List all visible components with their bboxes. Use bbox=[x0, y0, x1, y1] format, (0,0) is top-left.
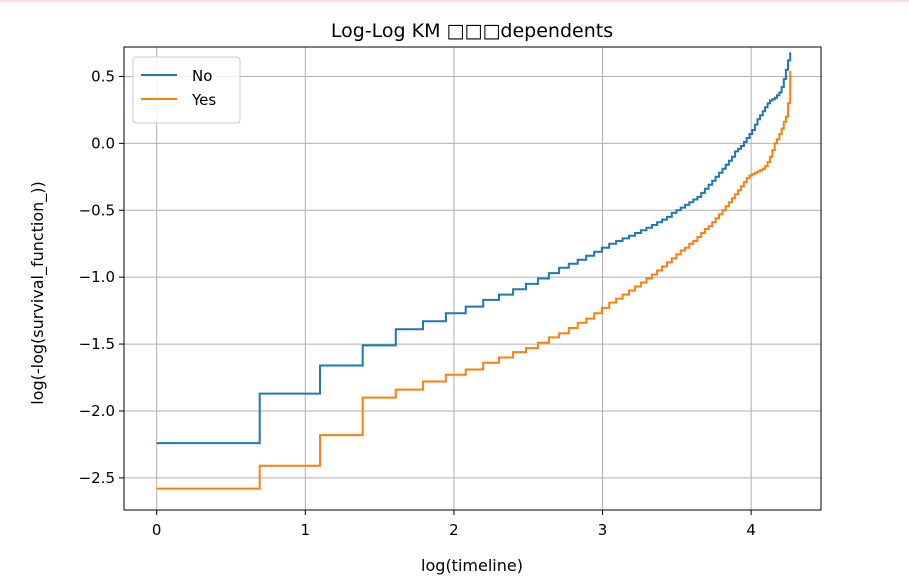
chart-title: Log-Log KM □□□dependents bbox=[331, 20, 613, 42]
grid-lines bbox=[124, 47, 821, 510]
x-tick-label: 3 bbox=[598, 521, 608, 539]
x-axis-label: log(timeline) bbox=[421, 556, 523, 575]
legend: No Yes bbox=[132, 56, 241, 124]
x-axis-ticks: 0 1 2 3 4 bbox=[152, 510, 756, 539]
y-tick-label: −0.5 bbox=[79, 201, 115, 219]
y-tick-label: 0.0 bbox=[91, 134, 115, 152]
axes-frame bbox=[123, 46, 822, 511]
y-axis-label: log(-log(survival_function_)) bbox=[28, 181, 48, 405]
y-tick-label: −2.0 bbox=[79, 402, 115, 420]
legend-label-no: No bbox=[192, 67, 212, 85]
x-tick-label: 1 bbox=[301, 521, 311, 539]
series-lines bbox=[156, 52, 792, 490]
legend-label-yes: Yes bbox=[191, 91, 216, 109]
y-tick-label: −1.5 bbox=[79, 335, 115, 353]
legend-box bbox=[132, 56, 241, 124]
x-tick-label: 0 bbox=[152, 521, 162, 539]
series-line-no bbox=[156, 52, 792, 445]
y-axis-ticks: −2.5 −2.0 −1.5 −1.0 −0.5 0.0 0.5 bbox=[79, 67, 124, 487]
y-tick-label: −2.5 bbox=[79, 469, 115, 487]
x-tick-label: 2 bbox=[449, 521, 459, 539]
y-tick-label: 0.5 bbox=[91, 67, 115, 85]
top-border bbox=[0, 0, 909, 2]
y-tick-label: −1.0 bbox=[79, 268, 115, 286]
series-line-yes bbox=[156, 71, 792, 490]
x-tick-label: 4 bbox=[746, 521, 756, 539]
